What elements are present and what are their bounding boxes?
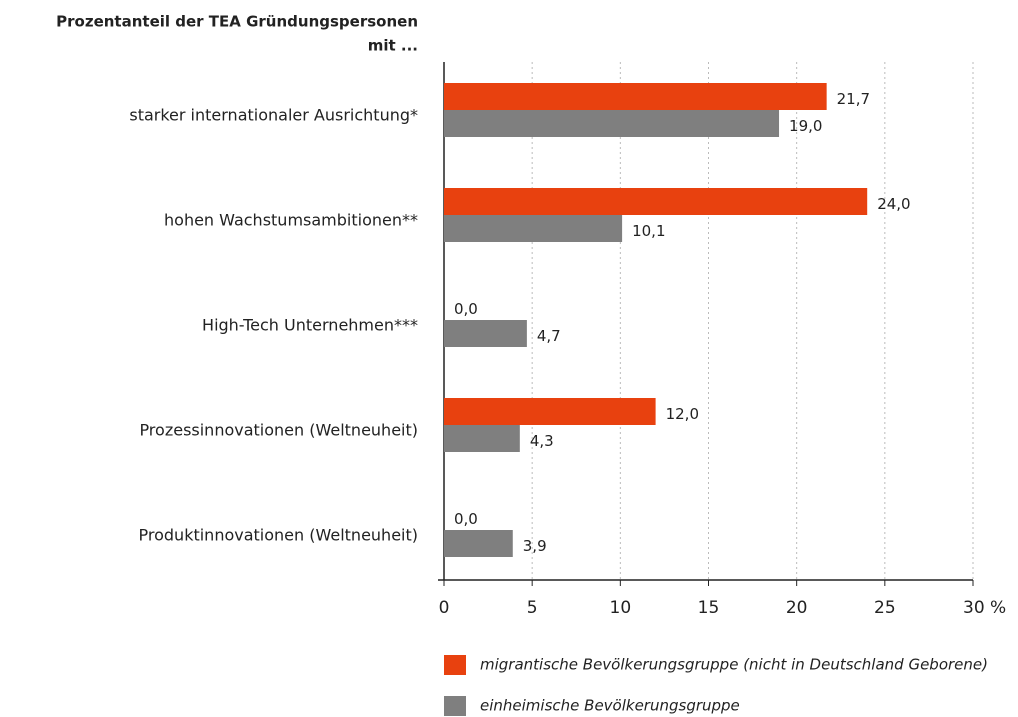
chart-title: Prozentanteil der TEA Gründungspersonen: [56, 13, 418, 31]
bar: [444, 425, 520, 452]
bar: [444, 110, 780, 137]
bar: [444, 320, 527, 347]
bar: [444, 398, 656, 425]
category-label: starker internationaler Ausrichtung*: [129, 106, 418, 125]
legend-swatch: [444, 696, 466, 716]
value-label: 19,0: [789, 117, 822, 135]
value-label: 4,3: [530, 432, 554, 450]
value-label: 21,7: [837, 90, 870, 108]
category-label: hohen Wachstumsambitionen**: [164, 211, 418, 230]
value-label: 0,0: [454, 510, 478, 528]
x-tick-label: 10: [610, 598, 632, 618]
legend-label: einheimische Bevölkerungsgruppe: [480, 697, 740, 715]
x-tick-label: 5: [527, 598, 538, 618]
bar: [444, 215, 623, 242]
x-tick-label: 15: [698, 598, 720, 618]
value-label: 3,9: [523, 537, 547, 555]
legend-label: migrantische Bevölkerungsgruppe (nicht i…: [480, 656, 988, 674]
value-label: 12,0: [666, 405, 699, 423]
legend-swatch: [444, 655, 466, 675]
bar: [444, 83, 827, 110]
value-label: 0,0: [454, 300, 478, 318]
x-tick-label: 0: [439, 598, 450, 618]
bar: [444, 530, 513, 557]
value-label: 4,7: [537, 327, 561, 345]
bar: [444, 188, 868, 215]
value-label: 24,0: [877, 195, 910, 213]
x-tick-label: 20: [786, 598, 808, 618]
category-label: High-Tech Unternehmen***: [202, 316, 418, 335]
x-tick-label: 25: [874, 598, 896, 618]
x-tick-label: 30 %: [963, 598, 1006, 618]
category-label: Prozessinnovationen (Weltneuheit): [139, 421, 418, 440]
category-label: Produktinnovationen (Weltneuheit): [139, 526, 418, 545]
value-label: 10,1: [632, 222, 665, 240]
chart-title: mit ...: [368, 37, 418, 55]
